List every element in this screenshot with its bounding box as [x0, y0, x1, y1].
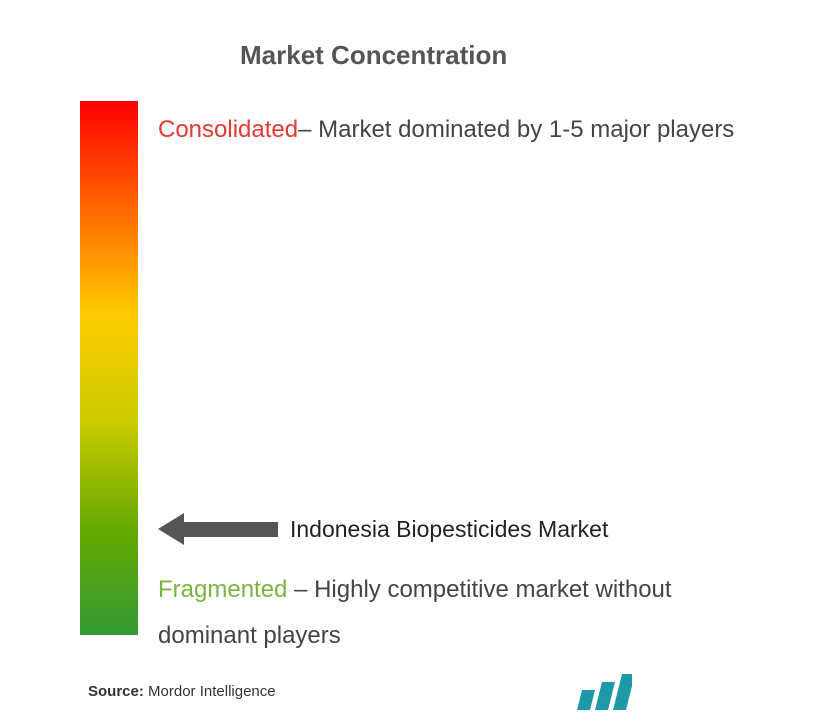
- consolidated-description: – Market dominated by 1-5 major players: [298, 116, 734, 143]
- market-name-label: Indonesia Biopesticides Market: [290, 516, 608, 543]
- arrow-shaft: [184, 522, 278, 537]
- labels-area: Consolidated– Market dominated by 1-5 ma…: [158, 101, 742, 635]
- infographic-container: Market Concentration Consolidated– Marke…: [0, 0, 822, 728]
- main-area: Consolidated– Market dominated by 1-5 ma…: [80, 101, 742, 635]
- mordor-logo-icon: [576, 674, 632, 710]
- arrow-head: [158, 513, 184, 545]
- source-label: Source:: [88, 683, 144, 700]
- concentration-gradient-bar: [80, 101, 138, 635]
- chart-title: Market Concentration: [240, 40, 742, 71]
- fragmented-block: Fragmented – Highly competitive market w…: [158, 567, 742, 658]
- logo-svg: [576, 674, 632, 710]
- arrow-left-icon: [158, 513, 278, 545]
- consolidated-term: Consolidated: [158, 116, 298, 143]
- fragmented-term: Fragmented: [158, 576, 287, 603]
- consolidated-block: Consolidated– Market dominated by 1-5 ma…: [158, 107, 742, 153]
- market-position-marker: Indonesia Biopesticides Market: [158, 513, 608, 545]
- source-attribution: Source: Mordor Intelligence: [88, 683, 276, 700]
- source-value: Mordor Intelligence: [148, 683, 276, 700]
